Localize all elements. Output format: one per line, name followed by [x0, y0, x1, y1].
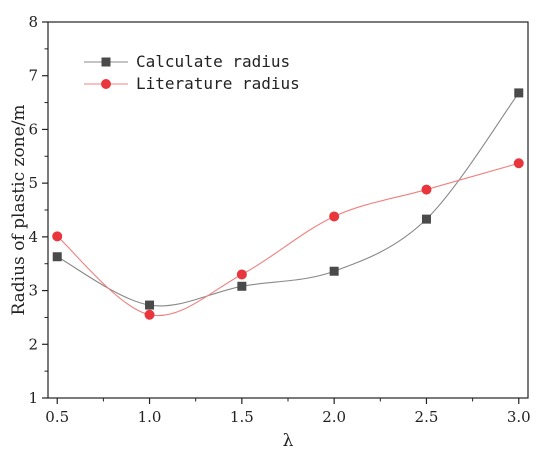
legend-marker-square [101, 57, 111, 67]
y-tick-label: 7 [28, 67, 38, 85]
data-point-circle [513, 158, 524, 169]
legend-label: Calculate radius [136, 52, 290, 71]
data-point-circle [236, 269, 247, 280]
legend: Calculate radius Literature radius [84, 52, 300, 93]
x-tick-label: 3.0 [507, 408, 531, 426]
x-tick-label: 2.5 [415, 408, 439, 426]
series-layer [52, 88, 524, 320]
data-point-circle [144, 309, 155, 320]
axes: 0.5 1.0 1.5 2.0 2.5 3.0 1 2 3 4 5 6 7 8 [28, 13, 530, 426]
data-point-square [514, 88, 524, 98]
legend-entry: Calculate radius [84, 52, 290, 71]
x-tick-label: 1.5 [230, 408, 254, 426]
legend-label: Literature radius [136, 74, 300, 93]
y-tick-label: 8 [28, 13, 38, 31]
y-tick-label: 6 [28, 120, 38, 138]
x-axis-title: λ [283, 431, 294, 451]
legend-marker-circle [101, 79, 111, 89]
x-tick-label: 2.0 [322, 408, 346, 426]
y-tick-label: 1 [28, 389, 38, 407]
series-2 [52, 158, 524, 320]
y-axis-title: Radius of plastic zone/m [9, 104, 29, 315]
y-tick-label: 3 [28, 282, 38, 300]
series-1 [52, 88, 524, 310]
y-tick-label: 5 [28, 174, 38, 192]
data-point-square [421, 214, 431, 224]
series-line [56, 162, 519, 317]
data-point-square [52, 252, 62, 262]
data-point-square [329, 266, 339, 276]
x-tick-label: 1.0 [138, 408, 162, 426]
data-point-square [145, 300, 155, 310]
data-point-circle [329, 211, 340, 222]
data-point-circle [421, 184, 432, 195]
data-point-circle [52, 231, 63, 242]
y-tick-label: 4 [28, 228, 38, 246]
legend-entry: Literature radius [84, 74, 300, 93]
data-point-square [237, 281, 247, 291]
x-tick-label: 0.5 [45, 408, 69, 426]
y-tick-label: 2 [28, 335, 38, 353]
series-line [56, 92, 520, 307]
